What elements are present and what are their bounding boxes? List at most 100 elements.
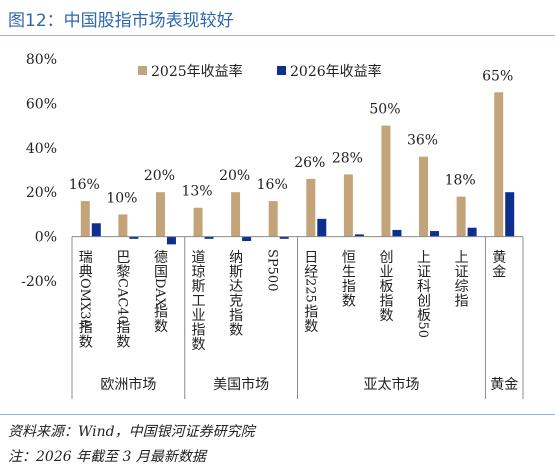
bar-2026 [430, 231, 440, 237]
category-label-part: 国 [154, 265, 168, 281]
category-label-part: 工 [192, 294, 206, 310]
category-label-part: 指 [154, 304, 168, 320]
source-note: 资料来源：Wind，中国银河证券研究院 [8, 424, 255, 440]
category-label-part: 业 [192, 308, 206, 324]
category-label-part: 指 [116, 320, 130, 336]
x-axis: 瑞典OMX30指数巴黎CAC40指数德国DAX指数道琼斯工业指数纳斯达克指数SP… [71, 236, 524, 399]
bar-2025 [494, 92, 504, 237]
category-label-part: 数 [342, 294, 356, 310]
bar-2026 [354, 234, 364, 237]
category-label-part: 证 [455, 265, 469, 281]
category-label-part: 恒 [342, 250, 356, 266]
bar-2025 [268, 201, 278, 237]
bar-2026 [505, 192, 515, 237]
y-tick-label: 40% [26, 141, 57, 157]
category-label-part: 数 [154, 319, 168, 335]
data-label: 18% [445, 173, 476, 189]
category-label-part: 指 [192, 323, 206, 339]
title-divider [0, 35, 555, 36]
category-label-part: 创 [379, 250, 393, 266]
bar-2025 [306, 178, 316, 237]
category-label-part: SP500 [265, 249, 280, 291]
group-label: 亚太市场 [363, 376, 419, 393]
bar-2025 [193, 207, 203, 237]
bar-2025 [231, 192, 241, 237]
figure-title: 图12：中国股指市场表现较好 [8, 11, 234, 31]
bar-2026 [467, 227, 477, 237]
legend: 2025年收益率 2026年收益率 [138, 63, 382, 80]
category-label-part: 综 [455, 279, 469, 295]
y-tick-label: 60% [26, 96, 57, 112]
bar-2026 [129, 236, 139, 239]
footer-divider [0, 414, 555, 415]
category-label-part: CAC40 [114, 278, 129, 324]
category-label-part: 经 [304, 265, 318, 281]
data-label: 16% [69, 177, 100, 193]
data-label: 10% [106, 190, 137, 206]
category-label-part: 黄 [492, 249, 506, 266]
category-label-part: 证 [417, 265, 431, 281]
legend-swatch [138, 66, 147, 75]
category-label-part: 斯 [229, 265, 243, 281]
bar-2025 [80, 201, 90, 237]
bar-2025 [118, 214, 128, 237]
category-label-part: 数 [116, 335, 130, 351]
category-label-part: 数 [79, 335, 93, 351]
bar-2025 [155, 192, 165, 237]
category-label-part: 指 [342, 279, 356, 295]
data-label: 65% [482, 68, 513, 84]
category-label-part: 上 [417, 250, 431, 266]
category-label-part: 指 [455, 294, 469, 310]
group-label: 黄金 [490, 376, 518, 393]
category-label-part: 达 [229, 279, 243, 295]
legend-label: 2025年收益率 [151, 63, 243, 80]
group-label: 美国市场 [213, 376, 269, 393]
category-label-part: 巴 [116, 250, 130, 266]
category-label-part: OMX30 [77, 278, 92, 328]
category-label-part: 日 [304, 250, 318, 266]
data-label: 13% [181, 184, 212, 200]
bar-2026 [392, 229, 402, 237]
bar-2026 [204, 236, 214, 239]
y-axis: 80% 60% 40% 20% 0% -20% [21, 52, 57, 290]
category-label-part: 板 [417, 308, 431, 324]
data-label: 26% [294, 155, 325, 171]
category-label-part: 纳 [229, 250, 243, 266]
category-label-part: 板 [379, 279, 393, 295]
bar-2026 [242, 236, 252, 242]
bars: 16% 10% 20% 13% 20% 16% 26% 28% 50% 36% 18% 65% [69, 68, 515, 245]
legend-swatch [277, 66, 286, 75]
data-label: 20% [219, 168, 250, 184]
category-label-part: 斯 [192, 279, 206, 295]
bar-2026 [91, 223, 101, 237]
legend-label: 2026年收益率 [290, 63, 382, 80]
category-label-part: 黎 [116, 265, 130, 281]
bar-2025 [456, 196, 466, 237]
category-label-part: 克 [229, 294, 243, 310]
category-label-part: 创 [417, 294, 431, 310]
group-label: 欧洲市场 [100, 376, 156, 393]
data-label: 36% [407, 133, 438, 149]
data-label: 16% [257, 177, 288, 193]
bar-2026 [166, 236, 176, 245]
y-tick-label: 0% [35, 230, 57, 246]
footnote: 注：2026 年截至 3 月最新数据 [8, 449, 206, 465]
category-label-part: 道 [192, 250, 206, 266]
category-label-part: 典 [79, 265, 93, 281]
category-label-part: 瑞 [79, 250, 93, 266]
bar-2026 [317, 218, 327, 237]
category-label-part: 科 [417, 279, 431, 295]
y-tick-label: 80% [26, 52, 57, 68]
category-label-part: 225 [302, 278, 317, 303]
category-label-part: 数 [304, 319, 318, 335]
category-label-part: 数 [192, 337, 206, 353]
bar-2025 [343, 174, 353, 237]
category-label-part: 50 [415, 322, 430, 339]
category-label-part: 数 [379, 308, 393, 324]
bar-2026 [279, 236, 289, 239]
category-label-part: 指 [229, 308, 243, 324]
category-label-part: 金 [492, 265, 506, 281]
category-label-part: 指 [379, 294, 393, 310]
category-label-part: 生 [342, 265, 356, 281]
y-tick-label: 20% [26, 185, 57, 201]
